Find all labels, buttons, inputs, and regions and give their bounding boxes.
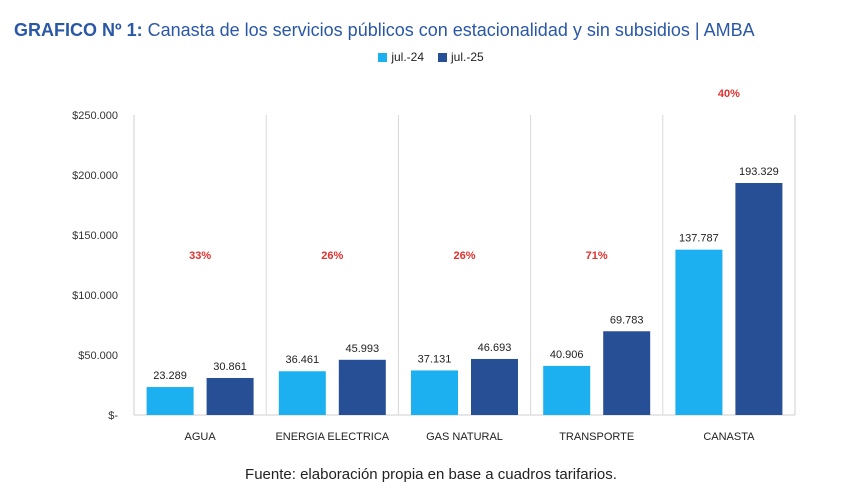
y-tick-label: $- <box>108 410 118 422</box>
x-tick-label: TRANSPORTE <box>559 431 634 443</box>
bar-chart: $- $50.000 $100.000 $150.000 $200.000 $250.00… <box>72 88 796 443</box>
x-tick-label: CANASTA <box>703 431 755 443</box>
pct-change-label: 40% <box>718 88 740 100</box>
data-label: 30.861 <box>213 361 247 373</box>
data-label: 193.329 <box>739 166 779 178</box>
pct-change-label: 71% <box>586 250 608 262</box>
bar-jul.-25-energia-electrica <box>338 359 386 415</box>
y-tick-label: $100.000 <box>72 290 118 302</box>
data-label: 45.993 <box>345 343 379 355</box>
data-label: 37.131 <box>418 353 452 365</box>
legend-label-jul-25: jul.-25 <box>451 50 484 64</box>
bar-jul.-25-gas-natural <box>471 358 518 415</box>
y-tick-label: $200.000 <box>72 170 118 182</box>
y-tick-label: $150.000 <box>72 230 118 242</box>
x-tick-label: ENERGIA ELECTRICA <box>275 431 389 443</box>
data-label: 137.787 <box>679 233 719 245</box>
data-label: 46.693 <box>478 342 512 354</box>
bar-jul.-24-agua <box>146 387 194 415</box>
pct-change-label: 26% <box>453 250 475 262</box>
x-tick-label: GAS NATURAL <box>426 431 503 443</box>
data-label: 69.783 <box>610 314 644 326</box>
bar-jul.-25-canasta <box>735 183 783 415</box>
bar-jul.-24-energia-electrica <box>278 371 326 415</box>
y-tick-label: $250.000 <box>72 110 118 122</box>
data-label: 23.289 <box>153 370 187 382</box>
bar-jul.-25-transporte <box>603 331 651 415</box>
chart-title-text: Canasta de los servicios públicos con es… <box>147 20 755 40</box>
x-tick-label: AGUA <box>185 431 217 443</box>
source-note: Fuente: elaboración propia en base a cua… <box>245 466 617 483</box>
bar-jul.-24-gas-natural <box>411 370 458 415</box>
y-tick-label: $50.000 <box>78 350 118 362</box>
bar-jul.-24-transporte <box>543 365 591 415</box>
chart-legend: jul.-24 jul.-25 <box>0 50 862 64</box>
legend-item-jul-24: jul.-24 <box>378 50 424 64</box>
pct-change-label: 26% <box>321 250 343 262</box>
legend-swatch-jul-25 <box>438 52 447 62</box>
legend-swatch-jul-24 <box>378 52 388 62</box>
bar-jul.-24-canasta <box>675 249 723 415</box>
pct-change-label: 33% <box>189 250 211 262</box>
legend-label-jul-24: jul.-24 <box>391 50 424 64</box>
chart-title: GRAFICO Nº 1: Canasta de los servicios p… <box>14 20 755 41</box>
data-label: 36.461 <box>285 354 319 366</box>
data-label: 40.906 <box>550 349 584 361</box>
chart-title-prefix: GRAFICO Nº 1: <box>14 20 143 40</box>
legend-item-jul-25: jul.-25 <box>438 50 484 64</box>
bar-jul.-25-agua <box>206 377 254 415</box>
